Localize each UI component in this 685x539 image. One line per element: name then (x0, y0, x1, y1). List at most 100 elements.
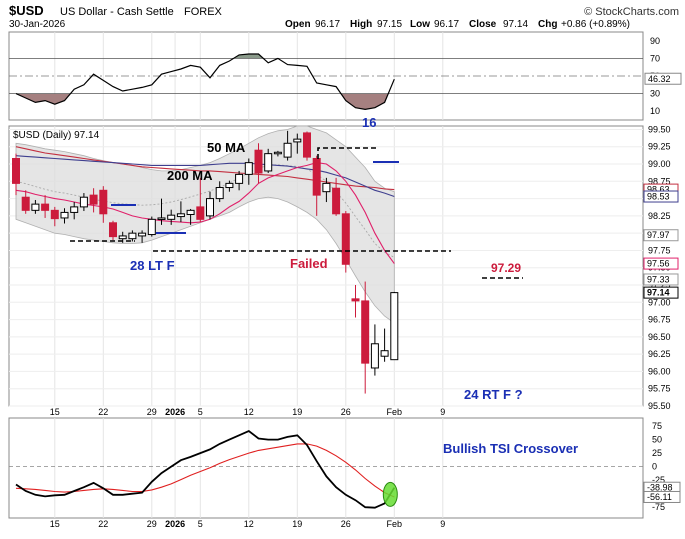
price-tick-label: 97.75 (648, 245, 671, 255)
candle-body (31, 203, 40, 211)
price-tick-label: 95.75 (648, 384, 671, 394)
candle-body (283, 142, 292, 158)
candle (206, 191, 214, 220)
price-tick-label: 99.25 (648, 142, 671, 152)
candle (235, 170, 244, 191)
failed-annotation: Failed (290, 256, 328, 271)
candle-body (21, 196, 30, 211)
price-legend: $USD (Daily) 97.14 (13, 130, 100, 141)
tsi-tick-label: -75 (652, 502, 665, 512)
x-tick-label: 9 (440, 407, 445, 417)
chart-header: $USD US Dollar - Cash Settle FOREX 30-Ja… (9, 3, 679, 30)
close-value: 97.14 (503, 19, 528, 30)
x-tick-label: 19 (292, 407, 302, 417)
candle (322, 177, 331, 203)
x-tick-label: 22 (98, 519, 108, 529)
price-tag-label: 97.97 (647, 230, 670, 240)
price-tick-label: 98.75 (648, 176, 671, 186)
x-tick-label: 12 (244, 519, 254, 529)
ma200-annotation: 200 MA (167, 168, 213, 183)
crossover-highlight (382, 481, 398, 507)
candle-body (157, 217, 166, 220)
ma50-annotation: 50 MA (207, 140, 246, 155)
candle (283, 130, 292, 161)
chg-value: +0.86 (+0.89%) (561, 19, 630, 30)
tsi-x-axis: 15 22 29 2026 5 12 19 26 Feb 9 (50, 519, 446, 529)
price-tick-label: 99.50 (648, 124, 671, 134)
candle (147, 216, 156, 237)
candle (41, 195, 50, 218)
price-tag-box (643, 273, 679, 286)
x-tick-label: 2026 (165, 407, 185, 417)
rt-count-annotation: 24 RT F ? (464, 387, 523, 402)
candle-body (12, 157, 20, 184)
x-tick-label: Feb (387, 519, 403, 529)
price-annotations: $USD (Daily) 97.14 50 MA 200 MA 16 28 LT… (13, 115, 523, 402)
high-label: High (350, 19, 372, 30)
candle (225, 180, 234, 192)
tsi-tick-label: 25 (652, 448, 662, 458)
candle-body (254, 149, 263, 174)
candle-body (118, 235, 127, 240)
rsi-current-tag-box (644, 72, 682, 85)
tsi-tag-box (643, 490, 681, 503)
candle (186, 208, 195, 225)
candle-body (322, 182, 331, 193)
candle-body (60, 211, 69, 219)
x-tick-label: 26 (341, 407, 351, 417)
rsi-tick-label: 70 (650, 53, 660, 63)
candle (293, 133, 302, 154)
price-tag-label: 97.56 (647, 259, 670, 269)
ma50-line (15, 162, 395, 264)
price-tick-label: 99.00 (648, 159, 671, 169)
x-tick-label: 19 (292, 519, 302, 529)
long-ma-line (15, 155, 395, 198)
candle (390, 291, 399, 361)
tsi-line (15, 429, 396, 509)
close-label: Close (469, 19, 497, 30)
rsi-tick-label: 30 (650, 89, 660, 99)
x-tick-label: Feb (387, 407, 403, 417)
open-label: Open (285, 19, 311, 30)
price-tick-label: 96.75 (648, 315, 671, 325)
candle-body (70, 206, 79, 213)
price-value-tag: 98.53 (643, 190, 679, 203)
chg-label: Chg (538, 19, 557, 30)
price-annotation-lines (70, 147, 523, 279)
candle (370, 324, 379, 376)
x-tick-label: 15 (50, 407, 60, 417)
x-tick-label: 5 (198, 519, 203, 529)
candle-body (167, 214, 176, 220)
candle-body (312, 157, 321, 196)
ma200-line (15, 146, 395, 191)
candle-body (351, 298, 360, 302)
x-tick-label: 9 (440, 519, 445, 529)
price-value-tag: 97.33 (643, 273, 679, 286)
lt-count-annotation: 28 LT F (130, 258, 175, 273)
price-tick-label: 96.00 (648, 366, 671, 376)
candle-body (196, 206, 205, 220)
price-tick-label: 97.00 (648, 297, 671, 307)
level-annotation: 97.29 (491, 261, 521, 275)
candle-body (293, 138, 302, 143)
tsi-tick-label: -25 (652, 475, 665, 485)
tsi-signal-line (15, 443, 395, 498)
price-tick-label: 95.50 (648, 401, 671, 411)
tsi-tick-label: 75 (652, 421, 662, 431)
candle (109, 220, 117, 241)
rsi-oversold-fill (16, 93, 389, 110)
rsi-current-tag: 46.32 (644, 72, 682, 85)
candle (79, 193, 88, 212)
candle-body (99, 189, 108, 215)
x-tick-label: 26 (341, 519, 351, 529)
candle (99, 186, 108, 223)
candle-body (264, 153, 273, 172)
x-tick-label: 2026 (165, 519, 185, 529)
candle (380, 328, 389, 362)
tsi-annotation: Bullish TSI Crossover (443, 441, 578, 456)
price-tag-box (643, 286, 679, 299)
candle-body (176, 213, 185, 218)
price-tag-label: 98.53 (647, 192, 670, 202)
